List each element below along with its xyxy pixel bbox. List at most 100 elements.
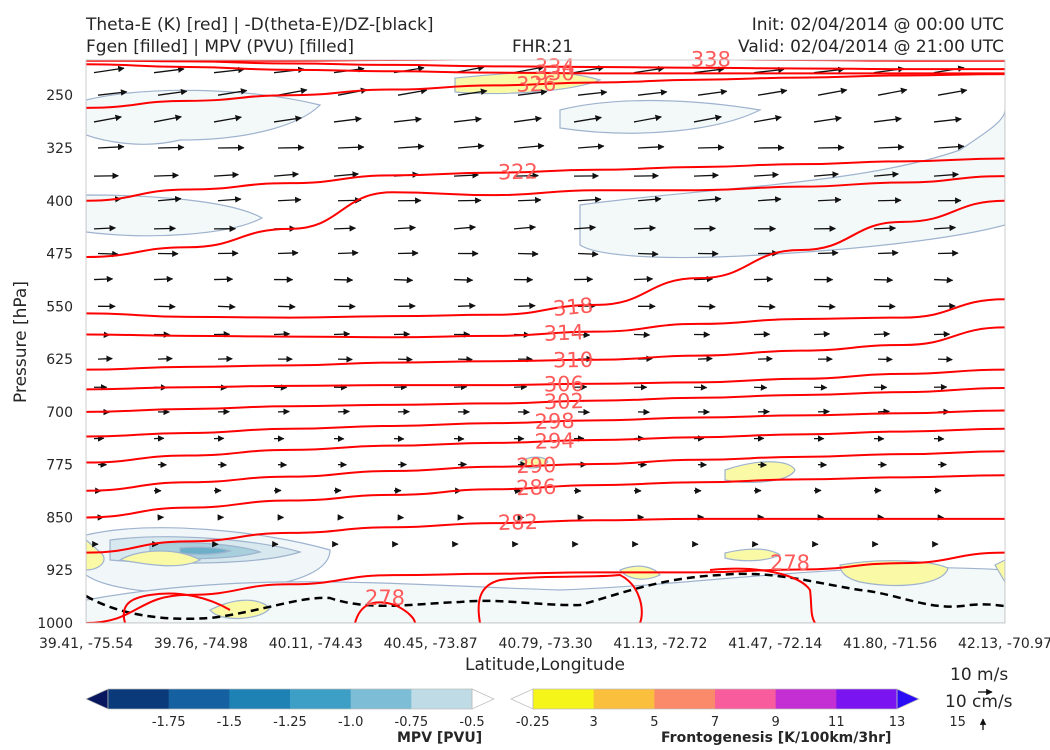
wind-vector — [453, 276, 474, 284]
wind-vector — [573, 224, 597, 231]
wind-vector — [273, 171, 299, 178]
filled-area — [724, 548, 782, 562]
wind-vector — [513, 64, 545, 74]
wind-key-horizontal-label: 10 m/s — [950, 665, 1008, 685]
wind-vector — [633, 224, 657, 232]
theta-e-contours-layer — [86, 60, 1005, 623]
wind-vector — [517, 89, 548, 96]
wind-vector — [453, 224, 477, 231]
wind-vector — [813, 66, 845, 74]
wind-vector — [453, 171, 479, 179]
wind-vector — [933, 224, 957, 232]
wind-key-vertical-label: 10 cm/s — [945, 692, 1013, 712]
wind-vector — [693, 275, 714, 283]
mpv-colorbar-label: MPV [PVU] — [397, 730, 482, 746]
mpv-colorbar: -1.75 -1.5 -1.25 -1.0 -0.75 -0.5 -0.25 — [85, 688, 549, 730]
colorbar-tick-label: -1.75 — [152, 715, 186, 730]
theta-e-contour — [477, 573, 643, 623]
theta-e-labels-layer: 334 3383303263223183143103063022982942902… — [365, 47, 810, 610]
wind-vector — [157, 195, 182, 203]
wind-vector — [97, 250, 119, 258]
colorbar-segment — [290, 689, 352, 709]
chart-title-line1: Theta-E (K) [red] | -D(theta-E)/DZ-[blac… — [86, 15, 434, 35]
wind-vector — [873, 225, 897, 232]
wind-vector — [693, 172, 719, 179]
y-tick-label: 925 — [46, 563, 73, 579]
y-tick-label: 625 — [46, 352, 73, 368]
wind-vector — [277, 249, 299, 257]
wind-vector — [877, 197, 902, 204]
init-time-label: Init: 02/04/2014 @ 00:00 UTC — [751, 15, 1004, 35]
colorbar-segment — [715, 689, 777, 709]
colorbar-segment — [593, 689, 655, 709]
wind-vector — [157, 355, 173, 363]
theta-e-contour — [86, 73, 1005, 109]
colorbar-segment — [350, 689, 412, 709]
colorbar-segment — [533, 689, 595, 709]
wind-vector — [517, 302, 536, 310]
colorbar-tick-label: 5 — [650, 715, 658, 730]
y-tick-label: 550 — [46, 299, 73, 315]
theta-e-contour — [86, 474, 1005, 519]
wind-vector — [693, 114, 722, 123]
theta-e-contour — [86, 386, 1005, 413]
wind-vector — [633, 331, 651, 339]
theta-e-contour — [86, 368, 1005, 391]
theta-e-contour — [86, 409, 1005, 438]
theta-e-contour — [86, 517, 1005, 554]
wind-vector — [637, 143, 665, 151]
plot-background — [86, 60, 1005, 623]
wind-vector — [337, 143, 365, 151]
y-axis: 250 325 400 475 550 625 700 775 850 925 1000 — [37, 88, 73, 632]
y-axis-label: Pressure [hPa] — [11, 281, 31, 403]
wind-vector — [573, 331, 591, 339]
x-axis-label: Latitude,Longitude — [465, 655, 625, 675]
theta-e-contour — [709, 567, 816, 623]
wind-vector — [457, 143, 485, 150]
wind-vector — [337, 249, 359, 257]
wind-vector — [393, 116, 422, 123]
x-tick-label: 41.80, -71.56 — [843, 636, 937, 652]
forecast-hour-label: FHR:21 — [512, 37, 574, 57]
wind-vector — [273, 330, 291, 338]
wind-vector — [577, 196, 602, 203]
frontogenesis-colorbar-label: Frontogenesis [K/100km/3hr] — [661, 730, 891, 746]
theta-e-contour — [86, 326, 1005, 371]
y-tick-label: 700 — [46, 405, 73, 421]
wind-vector — [697, 88, 728, 96]
theta-e-contour — [86, 175, 1005, 259]
x-tick-label: 40.79, -73.30 — [498, 636, 592, 652]
colorbar-segment — [654, 689, 716, 709]
wind-vector — [517, 142, 545, 150]
wind-vector — [157, 88, 188, 96]
wind-vector — [513, 224, 537, 231]
theta-e-contour-label: 298 — [534, 409, 575, 434]
x-tick-label: 39.76, -74.98 — [154, 636, 248, 652]
wind-vector — [933, 276, 954, 284]
theta-e-contour-label: 294 — [534, 429, 575, 454]
theta-e-contour-label: 318 — [552, 293, 594, 321]
wind-vector — [333, 225, 357, 232]
wind-vector — [153, 172, 179, 179]
y-tick-label: 775 — [46, 458, 73, 474]
theta-e-contour — [86, 298, 1005, 339]
wind-vector — [97, 143, 125, 151]
colorbar-extend-right — [471, 688, 495, 710]
wind-vector — [697, 195, 722, 203]
theta-e-contour-label: 330 — [535, 61, 575, 85]
y-tick-label: 850 — [46, 510, 73, 526]
wind-vector — [753, 171, 779, 179]
colorbar-extend-left — [85, 688, 109, 710]
filled-area — [209, 599, 271, 620]
wind-vector — [817, 87, 848, 96]
wind-vector — [93, 224, 117, 232]
theta-e-contour-label: 326 — [516, 72, 557, 97]
wind-vector — [333, 116, 362, 123]
wind-vector — [933, 171, 959, 178]
wind-vector — [873, 276, 894, 284]
theta-e-contour-label: 302 — [544, 389, 585, 414]
y-tick-label: 475 — [46, 247, 73, 263]
colorbar-segment — [411, 689, 473, 709]
wind-vector — [273, 115, 302, 123]
